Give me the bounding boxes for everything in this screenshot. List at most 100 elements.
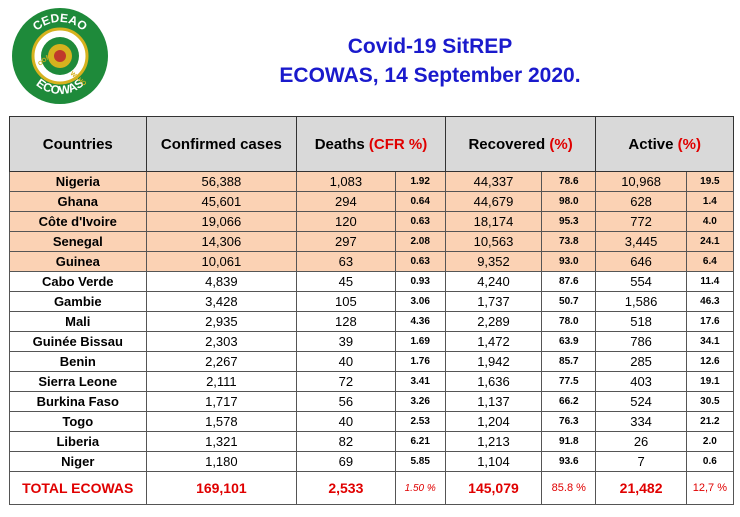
recovered-cell: 18,174 <box>444 211 543 232</box>
active-pct-cell: 12.6 <box>685 351 735 372</box>
active-pct-cell: 11.4 <box>685 271 735 292</box>
recovered-pct-cell: 78.0 <box>541 311 597 332</box>
active-cell: 3,445 <box>595 231 687 252</box>
cfr-cell: 2.08 <box>394 231 446 252</box>
active-pct-cell: 0.6 <box>685 451 735 472</box>
recovered-pct-cell: 98.0 <box>541 191 597 212</box>
header-recovered-label: Recovered <box>468 135 546 153</box>
table-row: Cabo Verde 4,839 45 0.93 4,240 87.6 554 11.4 <box>9 271 735 292</box>
confirmed-cell: 2,303 <box>145 331 298 352</box>
cfr-cell: 1.92 <box>394 171 446 192</box>
recovered-cell: 1,636 <box>444 371 543 392</box>
recovered-pct-cell: 93.6 <box>541 451 597 472</box>
header-active: Active (%) <box>595 116 734 172</box>
country-cell: Guinée Bissau <box>9 331 147 352</box>
page-title: Covid-19 SitREP <box>347 35 513 58</box>
deaths-cell: 45 <box>296 271 396 292</box>
cfr-cell: 3.41 <box>394 371 446 392</box>
active-pct-cell: 6.4 <box>685 251 735 272</box>
recovered-cell: 1,204 <box>444 411 543 432</box>
active-pct-cell: 21.2 <box>685 411 735 432</box>
cfr-cell: 3.06 <box>394 291 446 312</box>
country-cell: Niger <box>9 451 147 472</box>
header-recovered-pct: (%) <box>549 135 573 153</box>
header-active-pct: (%) <box>677 135 701 153</box>
active-cell: 10,968 <box>595 171 687 192</box>
confirmed-cell: 2,267 <box>145 351 298 372</box>
confirmed-cell: 10,061 <box>145 251 298 272</box>
country-cell: Nigeria <box>9 171 147 192</box>
recovered-pct-cell: 77.5 <box>541 371 597 392</box>
svg-text:ECOWAS: ECOWAS <box>34 76 86 98</box>
recovered-pct-cell: 50.7 <box>541 291 597 312</box>
deaths-cell: 294 <box>296 191 396 212</box>
header-deaths-pct: (CFR %) <box>368 135 428 153</box>
table-row: Benin 2,267 40 1.76 1,942 85.7 285 12.6 <box>9 351 735 372</box>
cfr-cell: 1.69 <box>394 331 446 352</box>
total-cfr: 1.50 % <box>394 471 446 505</box>
confirmed-cell: 1,321 <box>145 431 298 452</box>
table-row: Guinée Bissau 2,303 39 1.69 1,472 63.9 786 34.1 <box>9 331 735 352</box>
table-row: Senegal 14,306 297 2.08 10,563 73.8 3,445 24.1 <box>9 231 735 252</box>
recovered-cell: 1,213 <box>444 431 543 452</box>
table-row: Niger 1,180 69 5.85 1,104 93.6 7 0.6 <box>9 451 735 472</box>
table-row: Burkina Faso 1,717 56 3.26 1,137 66.2 524 30.5 <box>9 391 735 412</box>
deaths-cell: 82 <box>296 431 396 452</box>
recovered-cell: 4,240 <box>444 271 543 292</box>
header-countries: Countries <box>9 116 147 172</box>
active-cell: 334 <box>595 411 687 432</box>
cfr-cell: 6.21 <box>394 431 446 452</box>
header-active-label: Active <box>628 135 674 153</box>
ecowas-logo: CEDEAO ECOWAS OOAS WAHO <box>12 8 108 104</box>
header-recovered: Recovered (%) <box>444 116 597 172</box>
active-pct-cell: 24.1 <box>685 231 735 252</box>
total-rec-pct: 85.8 % <box>541 471 597 505</box>
total-confirmed: 169,101 <box>145 471 298 505</box>
active-cell: 772 <box>595 211 687 232</box>
confirmed-cell: 19,066 <box>145 211 298 232</box>
active-cell: 7 <box>595 451 687 472</box>
recovered-pct-cell: 95.3 <box>541 211 597 232</box>
recovered-cell: 44,679 <box>444 191 543 212</box>
active-cell: 285 <box>595 351 687 372</box>
total-recovered: 145,079 <box>444 471 543 505</box>
recovered-pct-cell: 73.8 <box>541 231 597 252</box>
deaths-cell: 40 <box>296 411 396 432</box>
active-pct-cell: 19.1 <box>685 371 735 392</box>
logo-top-text: CEDEAO <box>30 11 90 34</box>
table-row: Côte d'Ivoire 19,066 120 0.63 18,174 95.3 772 4… <box>9 211 735 232</box>
deaths-cell: 56 <box>296 391 396 412</box>
sitrep-table: Countries Confirmed cases Deaths (CFR %)… <box>9 116 735 505</box>
recovered-cell: 10,563 <box>444 231 543 252</box>
table-row: Ghana 45,601 294 0.64 44,679 98.0 628 1.4 <box>9 191 735 212</box>
cfr-cell: 2.53 <box>394 411 446 432</box>
country-cell: Guinea <box>9 251 147 272</box>
confirmed-cell: 3,428 <box>145 291 298 312</box>
active-cell: 786 <box>595 331 687 352</box>
confirmed-cell: 2,111 <box>145 371 298 392</box>
recovered-cell: 44,337 <box>444 171 543 192</box>
deaths-cell: 1,083 <box>296 171 396 192</box>
country-cell: Gambie <box>9 291 147 312</box>
active-pct-cell: 2.0 <box>685 431 735 452</box>
table-row: Nigeria 56,388 1,083 1.92 44,337 78.6 10,968 19… <box>9 171 735 192</box>
active-cell: 1,586 <box>595 291 687 312</box>
active-cell: 518 <box>595 311 687 332</box>
recovered-pct-cell: 76.3 <box>541 411 597 432</box>
header-deaths-label: Deaths <box>314 135 365 153</box>
cfr-cell: 0.63 <box>394 251 446 272</box>
recovered-pct-cell: 87.6 <box>541 271 597 292</box>
table-row: Sierra Leone 2,111 72 3.41 1,636 77.5 403 19.1 <box>9 371 735 392</box>
table-header-row: Countries Confirmed cases Deaths (CFR %)… <box>9 116 734 172</box>
recovered-pct-cell: 85.7 <box>541 351 597 372</box>
active-pct-cell: 1.4 <box>685 191 735 212</box>
deaths-cell: 72 <box>296 371 396 392</box>
cfr-cell: 0.93 <box>394 271 446 292</box>
active-pct-cell: 30.5 <box>685 391 735 412</box>
table-row: Togo 1,578 40 2.53 1,204 76.3 334 21.2 <box>9 411 735 432</box>
country-cell: Mali <box>9 311 147 332</box>
active-pct-cell: 34.1 <box>685 331 735 352</box>
deaths-cell: 40 <box>296 351 396 372</box>
country-cell: Benin <box>9 351 147 372</box>
active-pct-cell: 19.5 <box>685 171 735 192</box>
